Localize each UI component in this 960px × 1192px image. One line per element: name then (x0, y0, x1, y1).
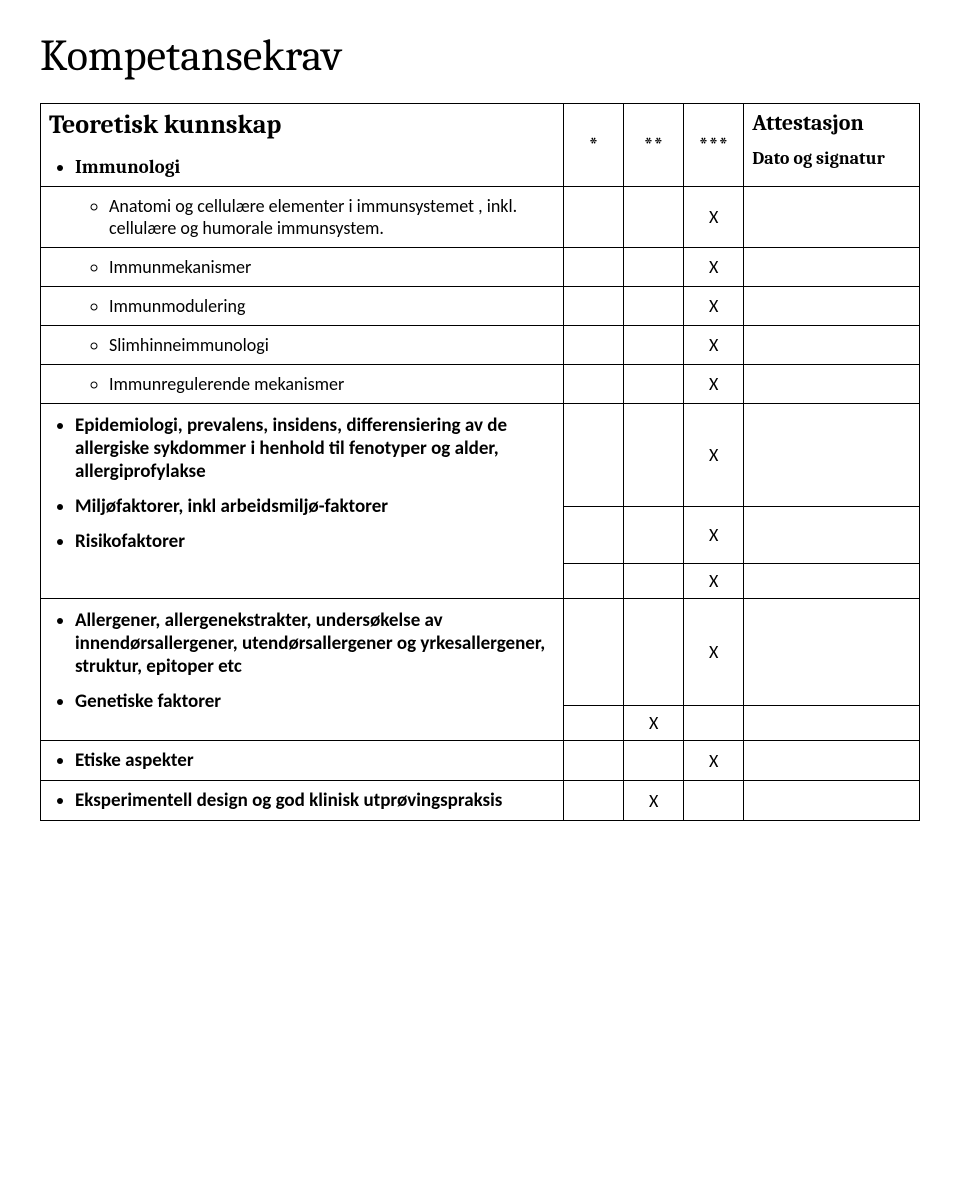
row-label: Immunmodulering (109, 293, 555, 319)
cell-c2 (624, 564, 684, 599)
cell-c3: X (684, 326, 744, 365)
header-star-3: *** (684, 104, 744, 187)
cell-c2 (624, 287, 684, 326)
cell-c2 (624, 187, 684, 248)
table-row: Etiske aspekter X (41, 741, 920, 781)
cell-c1 (564, 404, 624, 507)
row-label: Allergener, allergenekstrakter, undersøk… (75, 607, 555, 680)
cell-c2: X (624, 706, 684, 741)
cell-sig (744, 781, 920, 821)
row-label: Immunmekanismer (109, 254, 555, 280)
header-attestation-title: Attestasjon (752, 110, 911, 136)
header-left-sub: Immunologi (75, 154, 555, 180)
header-left-main: Teoretisk kunnskap (49, 110, 555, 140)
cell-c2 (624, 404, 684, 507)
row-label: Epidemiologi, prevalens, insidens, diffe… (75, 412, 555, 485)
header-star-2: ** (624, 104, 684, 187)
cell-c1 (564, 741, 624, 781)
cell-sig (744, 248, 920, 287)
cell-c3 (684, 706, 744, 741)
cell-c3: X (684, 187, 744, 248)
cell-c3: X (684, 599, 744, 706)
table-row: Immunmodulering X (41, 287, 920, 326)
cell-sig (744, 287, 920, 326)
cell-c1 (564, 326, 624, 365)
cell-c1 (564, 706, 624, 741)
cell-sig (744, 741, 920, 781)
cell-c1 (564, 781, 624, 821)
competence-table: Teoretisk kunnskap Immunologi * ** *** A… (40, 103, 920, 821)
row-label: Eksperimentell design og god klinisk utp… (75, 787, 555, 814)
cell-c2 (624, 326, 684, 365)
cell-c2 (624, 365, 684, 404)
table-row: Anatomi og cellulære elementer i immunsy… (41, 187, 920, 248)
cell-sig (744, 365, 920, 404)
cell-c2 (624, 599, 684, 706)
cell-c3 (684, 781, 744, 821)
page-title: Kompetansekrav (40, 30, 920, 81)
cell-c1 (564, 287, 624, 326)
cell-sig (744, 599, 920, 706)
cell-sig (744, 706, 920, 741)
cell-c2: X (624, 781, 684, 821)
row-label: Etiske aspekter (75, 747, 555, 774)
cell-sig (744, 404, 920, 507)
row-label: Immunregulerende mekanismer (109, 371, 555, 397)
cell-c1 (564, 507, 624, 564)
table-row: Slimhinneimmunologi X (41, 326, 920, 365)
cell-c2 (624, 507, 684, 564)
cell-c2 (624, 741, 684, 781)
cell-sig (744, 507, 920, 564)
table-row: Allergener, allergenekstrakter, undersøk… (41, 599, 920, 706)
header-attestation-sub: Dato og signatur (752, 148, 911, 169)
row-label: Miljøfaktorer, inkl arbeidsmiljø-faktore… (75, 493, 555, 520)
cell-c3: X (684, 564, 744, 599)
cell-sig (744, 564, 920, 599)
cell-c2 (624, 248, 684, 287)
cell-c3: X (684, 404, 744, 507)
cell-c3: X (684, 287, 744, 326)
cell-c3: X (684, 507, 744, 564)
cell-c3: X (684, 365, 744, 404)
header-star-1: * (564, 104, 624, 187)
header-row: Teoretisk kunnskap Immunologi * ** *** A… (41, 104, 920, 187)
cell-c1 (564, 187, 624, 248)
cell-c3: X (684, 248, 744, 287)
cell-c1 (564, 365, 624, 404)
row-label: Genetiske faktorer (75, 688, 555, 715)
cell-sig (744, 326, 920, 365)
cell-c1 (564, 248, 624, 287)
cell-c1 (564, 599, 624, 706)
table-row: Immunmekanismer X (41, 248, 920, 287)
row-label: Anatomi og cellulære elementer i immunsy… (109, 193, 555, 241)
row-label: Slimhinneimmunologi (109, 332, 555, 358)
row-label: Risikofaktorer (75, 528, 555, 555)
cell-sig (744, 187, 920, 248)
cell-c1 (564, 564, 624, 599)
table-row: Epidemiologi, prevalens, insidens, diffe… (41, 404, 920, 507)
table-row: Eksperimentell design og god klinisk utp… (41, 781, 920, 821)
cell-c3: X (684, 741, 744, 781)
table-row: Immunregulerende mekanismer X (41, 365, 920, 404)
